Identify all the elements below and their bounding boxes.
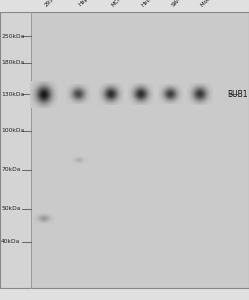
Text: 50kDa: 50kDa: [1, 206, 21, 211]
Bar: [31, 12, 249, 288]
Text: 250kDa: 250kDa: [1, 34, 24, 38]
Text: 293T: 293T: [44, 0, 57, 8]
Text: 40kDa: 40kDa: [1, 239, 20, 244]
Text: 130kDa: 130kDa: [1, 92, 24, 97]
Text: BUB1: BUB1: [227, 90, 248, 99]
Bar: [0, 12, 31, 288]
Text: HepG2: HepG2: [78, 0, 95, 8]
Text: 100kDa: 100kDa: [1, 128, 24, 133]
Text: 70kDa: 70kDa: [1, 167, 21, 172]
Text: 180kDa: 180kDa: [1, 61, 24, 65]
Text: SW480: SW480: [171, 0, 188, 8]
Text: MCF7: MCF7: [111, 0, 125, 8]
Text: Mouse testis: Mouse testis: [200, 0, 228, 8]
Text: HeLa: HeLa: [141, 0, 154, 8]
